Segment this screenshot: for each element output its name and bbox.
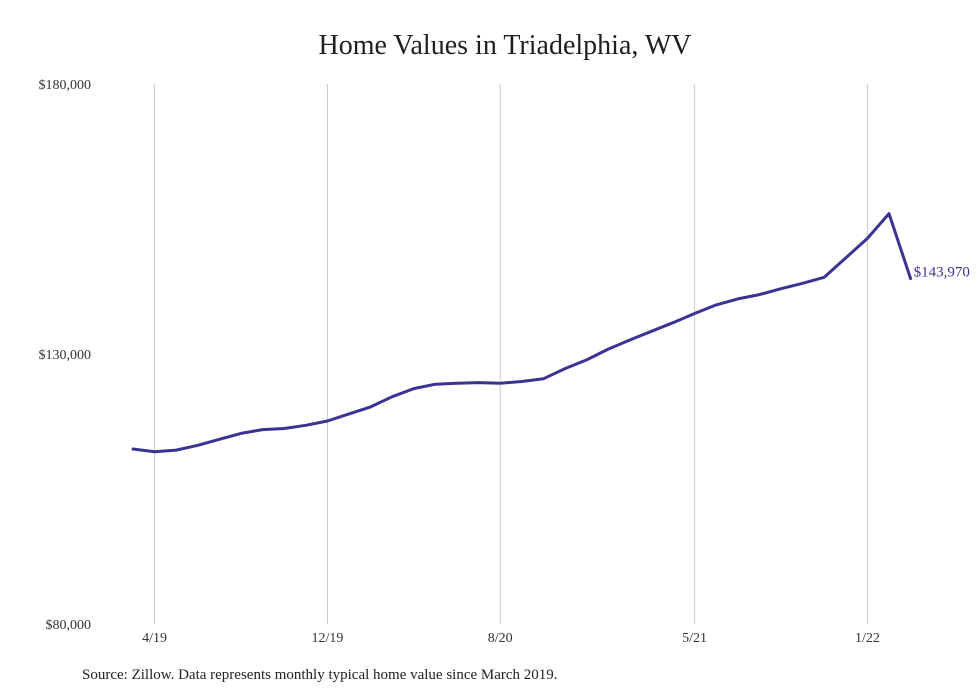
y-tick-label: $130,000 <box>39 348 92 363</box>
x-tick-label: 1/22 <box>855 631 880 646</box>
end-value-label: $143,970 <box>914 265 970 281</box>
series-layer <box>131 212 913 454</box>
x-tick-label: 12/19 <box>311 631 343 646</box>
x-axis-labels: 4/19 12/19 8/20 5/21 1/22 <box>142 631 880 646</box>
y-tick-label: $80,000 <box>46 618 92 633</box>
y-axis-labels: $80,000 $130,000 $180,000 <box>39 78 92 633</box>
x-tick-label: 8/20 <box>488 631 513 646</box>
gridlines <box>154 84 868 624</box>
data-label-layer: $143,970 <box>914 265 970 281</box>
x-tick-label: 4/19 <box>142 631 167 646</box>
x-tick-label: 5/21 <box>682 631 707 646</box>
chart-title: Home Values in Triadelphia, WV <box>318 30 692 61</box>
source-note: Source: Zillow. Data represents monthly … <box>82 667 558 683</box>
y-tick-label: $180,000 <box>39 78 92 93</box>
series-line-0 <box>131 212 913 454</box>
